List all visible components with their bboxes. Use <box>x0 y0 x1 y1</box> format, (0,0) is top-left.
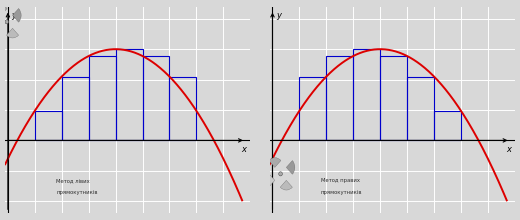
Wedge shape <box>12 9 21 22</box>
Bar <box>380 56 407 140</box>
Bar <box>142 56 170 140</box>
Wedge shape <box>287 161 295 174</box>
Wedge shape <box>280 180 292 190</box>
Circle shape <box>5 20 9 24</box>
Bar <box>89 56 115 140</box>
Text: y: y <box>11 11 16 20</box>
Bar <box>407 77 434 140</box>
Bar <box>170 77 197 140</box>
Wedge shape <box>266 174 275 187</box>
Text: y: y <box>276 11 281 20</box>
Bar <box>35 111 62 140</box>
Bar <box>327 56 353 140</box>
Text: прямокутників: прямокутників <box>321 190 362 195</box>
Wedge shape <box>6 28 19 38</box>
Bar <box>115 49 142 140</box>
Bar <box>62 77 89 140</box>
Wedge shape <box>0 21 1 35</box>
Text: x: x <box>506 145 511 154</box>
Wedge shape <box>0 6 7 15</box>
Wedge shape <box>269 158 281 167</box>
Bar <box>300 77 327 140</box>
Circle shape <box>279 172 282 176</box>
Text: прямокутників: прямокутників <box>56 190 98 195</box>
Bar <box>353 49 380 140</box>
Text: x: x <box>241 145 246 154</box>
Bar <box>434 111 461 140</box>
Text: Метод лівих: Метод лівих <box>56 178 90 183</box>
Text: Метод правих: Метод правих <box>321 178 360 183</box>
